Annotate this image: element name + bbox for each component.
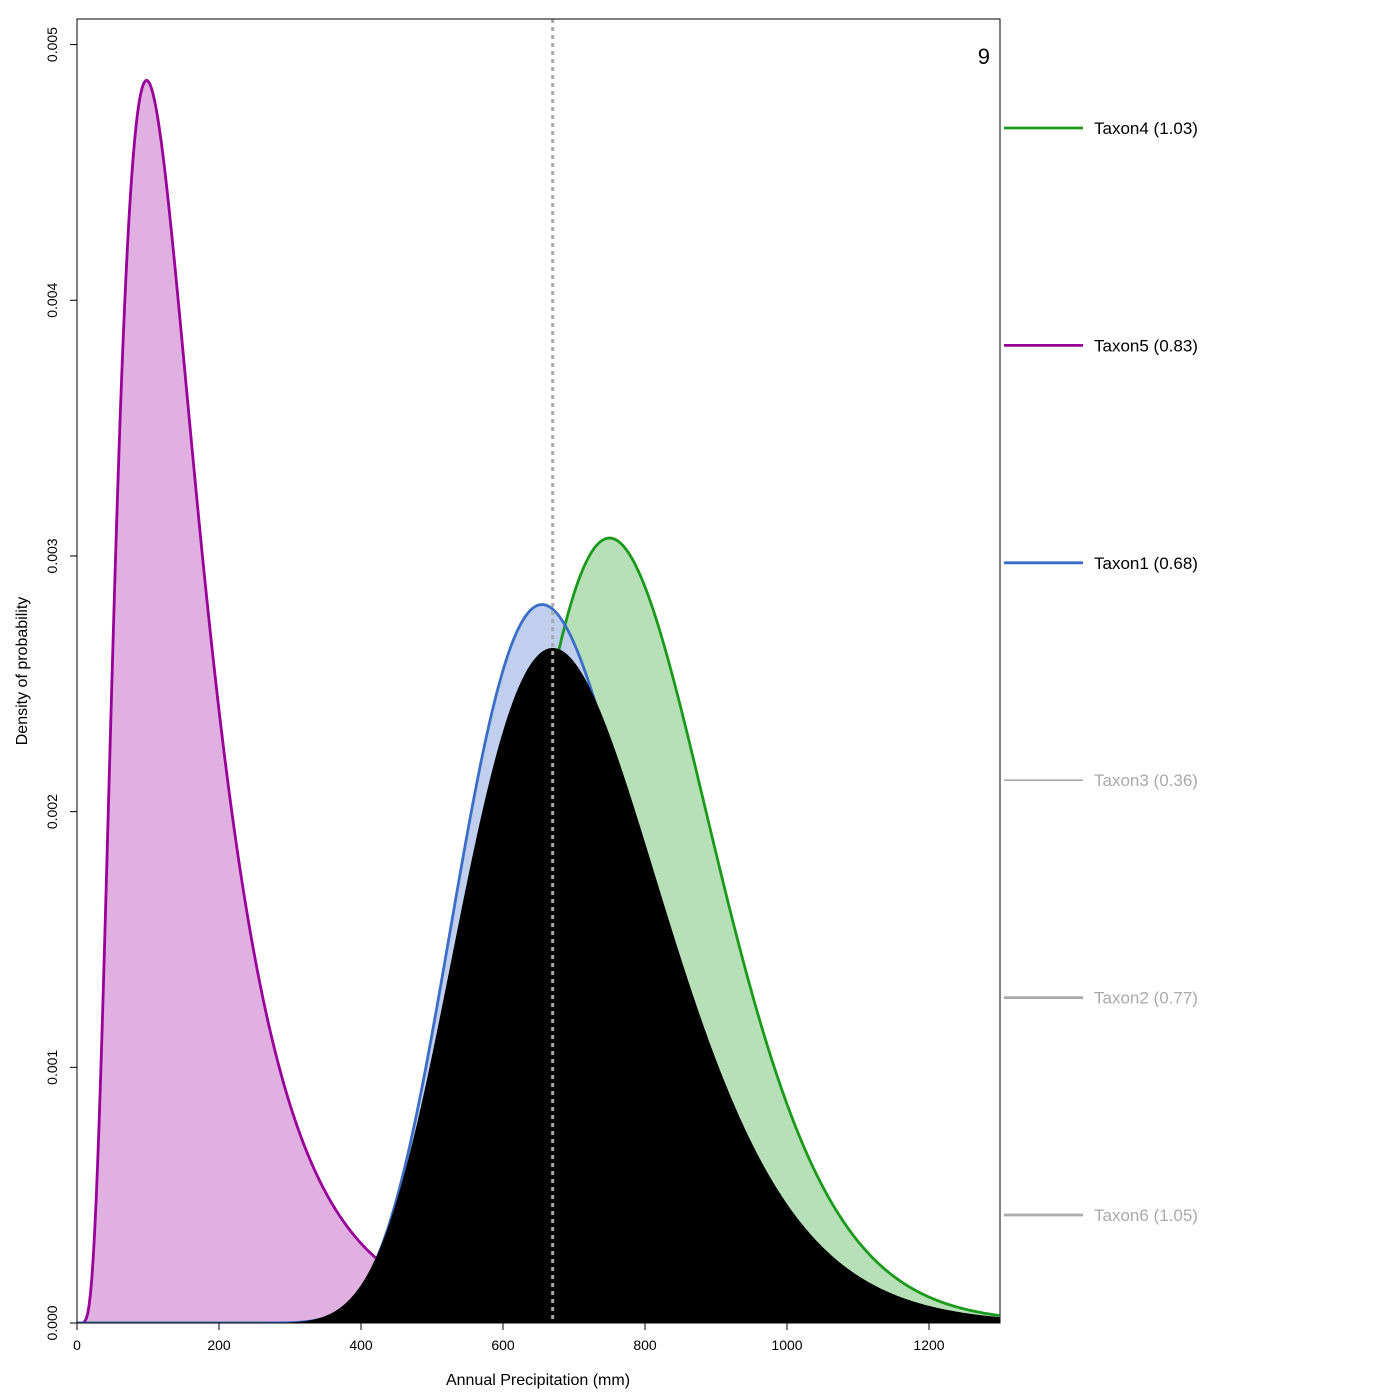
density-fill-taxon5 [77, 80, 1000, 1323]
panel-label: 9 [978, 44, 990, 69]
y-tick-label: 0.005 [44, 27, 60, 62]
x-tick-label: 400 [349, 1337, 373, 1353]
x-tick-label: 0 [73, 1337, 81, 1353]
legend-label: Taxon2 (0.77) [1094, 989, 1198, 1008]
legend-label: Taxon1 (0.68) [1094, 554, 1198, 573]
x-tick-label: 800 [633, 1337, 657, 1353]
y-axis: 0.000 0.001 0.002 0.003 0.004 0.005 [44, 27, 77, 1341]
x-tick-label: 600 [491, 1337, 515, 1353]
legend: Taxon4 (1.03) Taxon5 (0.83) Taxon1 (0.68) T… [1004, 119, 1198, 1225]
x-tick-label: 1000 [771, 1337, 802, 1353]
x-tick-label: 200 [207, 1337, 231, 1353]
y-tick-label: 0.001 [44, 1050, 60, 1085]
legend-label: Taxon6 (1.05) [1094, 1206, 1198, 1225]
y-tick-label: 0.002 [44, 794, 60, 829]
legend-label: Taxon4 (1.03) [1094, 119, 1198, 138]
y-tick-label: 0.003 [44, 538, 60, 573]
y-tick-label: 0.004 [44, 283, 60, 318]
y-axis-label: Density of probability [14, 597, 31, 746]
x-axis: 0 200 400 600 800 1000 1200 [73, 1323, 945, 1353]
legend-label: Taxon5 (0.83) [1094, 336, 1198, 355]
combined-density-fill [77, 648, 1000, 1323]
plot-frame [76, 18, 1001, 1324]
y-tick-label: 0.000 [44, 1305, 60, 1340]
combined-density [77, 648, 1000, 1323]
x-axis-label: Annual Precipitation (mm) [446, 1372, 630, 1389]
x-tick-label: 1200 [913, 1337, 944, 1353]
legend-label: Taxon3 (0.36) [1094, 771, 1198, 790]
